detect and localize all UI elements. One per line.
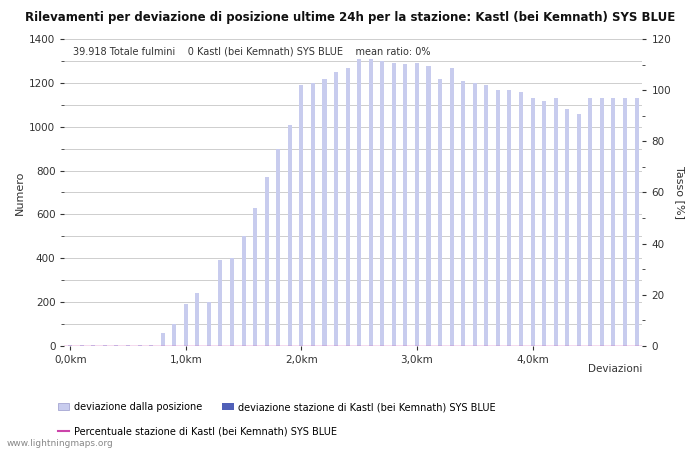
Bar xyxy=(449,68,454,346)
Bar xyxy=(496,90,500,346)
Bar xyxy=(634,99,638,346)
Bar xyxy=(426,66,430,346)
Text: Rilevamenti per deviazione di posizione ultime 24h per la stazione: Kastl (bei K: Rilevamenti per deviazione di posizione … xyxy=(25,11,675,24)
Bar xyxy=(149,345,153,346)
Bar xyxy=(172,324,176,346)
Text: www.lightningmaps.org: www.lightningmaps.org xyxy=(7,439,113,448)
Bar xyxy=(600,99,604,346)
Bar xyxy=(519,92,523,346)
Bar xyxy=(577,114,581,346)
Bar xyxy=(623,99,627,346)
Bar xyxy=(161,333,164,346)
Bar xyxy=(265,177,269,346)
Bar xyxy=(369,59,372,346)
Bar xyxy=(461,81,466,346)
Bar xyxy=(195,293,199,346)
Bar xyxy=(241,236,246,346)
Bar xyxy=(588,99,592,346)
Bar xyxy=(554,99,558,346)
Bar xyxy=(415,63,419,346)
Bar xyxy=(288,125,292,346)
Bar xyxy=(184,304,188,346)
Bar xyxy=(438,79,442,346)
Text: Deviazioni: Deviazioni xyxy=(588,364,643,374)
Bar xyxy=(207,302,211,346)
Bar xyxy=(218,261,223,346)
Bar xyxy=(508,90,512,346)
Bar xyxy=(334,72,338,346)
Bar xyxy=(276,148,280,346)
Bar xyxy=(380,61,384,346)
Legend: deviazione dalla posizione, deviazione stazione di Kastl (bei Kemnath) SYS BLUE: deviazione dalla posizione, deviazione s… xyxy=(54,398,500,416)
Text: 39.918 Totale fulmini    0 Kastl (bei Kemnath) SYS BLUE    mean ratio: 0%: 39.918 Totale fulmini 0 Kastl (bei Kemna… xyxy=(73,47,430,57)
Legend: Percentuale stazione di Kastl (bei Kemnath) SYS BLUE: Percentuale stazione di Kastl (bei Kemna… xyxy=(54,423,341,441)
Y-axis label: Tasso [%]: Tasso [%] xyxy=(675,166,685,219)
Bar xyxy=(357,59,361,346)
Bar xyxy=(300,85,303,346)
Bar xyxy=(230,258,234,346)
Bar xyxy=(323,79,326,346)
Bar xyxy=(392,63,396,346)
Bar xyxy=(484,85,489,346)
Bar xyxy=(611,99,615,346)
Bar xyxy=(531,99,535,346)
Bar xyxy=(253,208,257,346)
Bar xyxy=(311,83,315,346)
Bar xyxy=(137,345,141,346)
Bar xyxy=(542,100,546,346)
Bar xyxy=(403,64,407,346)
Bar xyxy=(565,109,569,346)
Bar xyxy=(473,83,477,346)
Y-axis label: Numero: Numero xyxy=(15,170,25,215)
Bar xyxy=(346,68,349,346)
